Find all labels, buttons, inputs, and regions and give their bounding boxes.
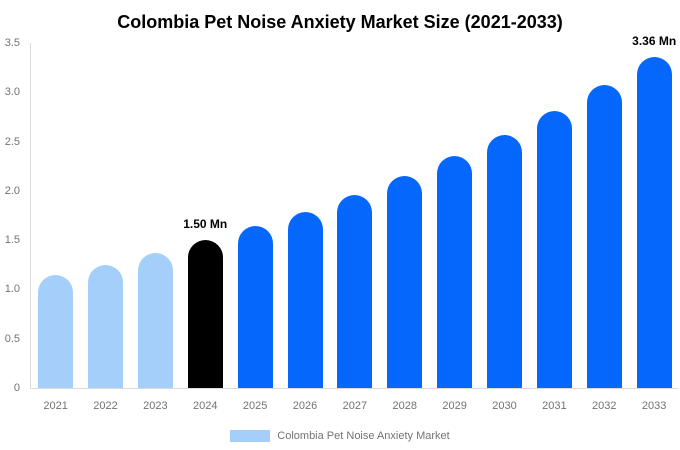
x-tick-label-2028: 2028 — [392, 400, 417, 412]
x-tick-label-2022: 2022 — [93, 400, 118, 412]
x-tick-label-2032: 2032 — [592, 400, 617, 412]
x-tick-label-2027: 2027 — [342, 400, 368, 412]
x-axis-line — [30, 388, 678, 389]
y-tick-label: 2.5 — [4, 135, 20, 148]
y-tick-label: 1.0 — [4, 283, 20, 296]
x-tick-label-2033: 2033 — [641, 400, 667, 412]
bar-2021 — [38, 274, 74, 388]
x-tick-label-2023: 2023 — [143, 400, 168, 412]
x-tick-label-2024: 2024 — [192, 400, 218, 412]
x-tick-label-2030: 2030 — [492, 400, 517, 412]
bar-2026 — [287, 211, 323, 388]
bar-2032 — [586, 85, 622, 388]
bar-2025 — [237, 226, 273, 388]
y-axis-line — [30, 43, 31, 388]
x-tick-label-2025: 2025 — [242, 400, 268, 412]
legend: Colombia Pet Noise Anxiety Market — [0, 429, 680, 443]
y-tick-label: 1.5 — [4, 234, 20, 247]
y-tick-label: 2.0 — [4, 184, 20, 197]
y-tick-label: 3.0 — [4, 86, 20, 99]
x-tick-label-2031: 2031 — [542, 400, 567, 412]
bar-2028 — [387, 176, 423, 388]
chart-title: Colombia Pet Noise Anxiety Market Size (… — [117, 12, 563, 32]
legend-label: Colombia Pet Noise Anxiety Market — [277, 430, 450, 442]
y-tick-label: 3.5 — [4, 37, 20, 49]
bar-2033 — [636, 56, 672, 388]
x-tick-label-2029: 2029 — [442, 400, 467, 412]
value-label-2024: 1.50 Mn — [183, 217, 228, 232]
bar-2024 — [187, 240, 223, 388]
y-tick-label: 0.5 — [4, 332, 20, 345]
x-tick-label-2026: 2026 — [292, 400, 318, 412]
bar-2031 — [536, 111, 572, 388]
bar-2029 — [437, 156, 473, 388]
bar-2027 — [337, 194, 373, 388]
bar-2023 — [137, 252, 173, 388]
y-tick-label: 0 — [13, 382, 20, 394]
legend-swatch — [230, 430, 271, 442]
value-label-2033: 3.36 Mn — [632, 33, 677, 48]
bar-2030 — [487, 134, 523, 388]
bar-2022 — [87, 264, 123, 388]
x-tick-label-2021: 2021 — [43, 400, 68, 412]
